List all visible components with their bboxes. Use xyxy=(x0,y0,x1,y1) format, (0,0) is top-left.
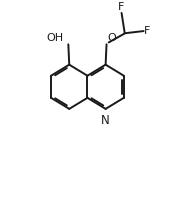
Text: F: F xyxy=(117,2,124,12)
Text: OH: OH xyxy=(47,33,64,43)
Text: F: F xyxy=(144,26,151,36)
Text: N: N xyxy=(101,114,110,127)
Text: O: O xyxy=(107,33,116,43)
